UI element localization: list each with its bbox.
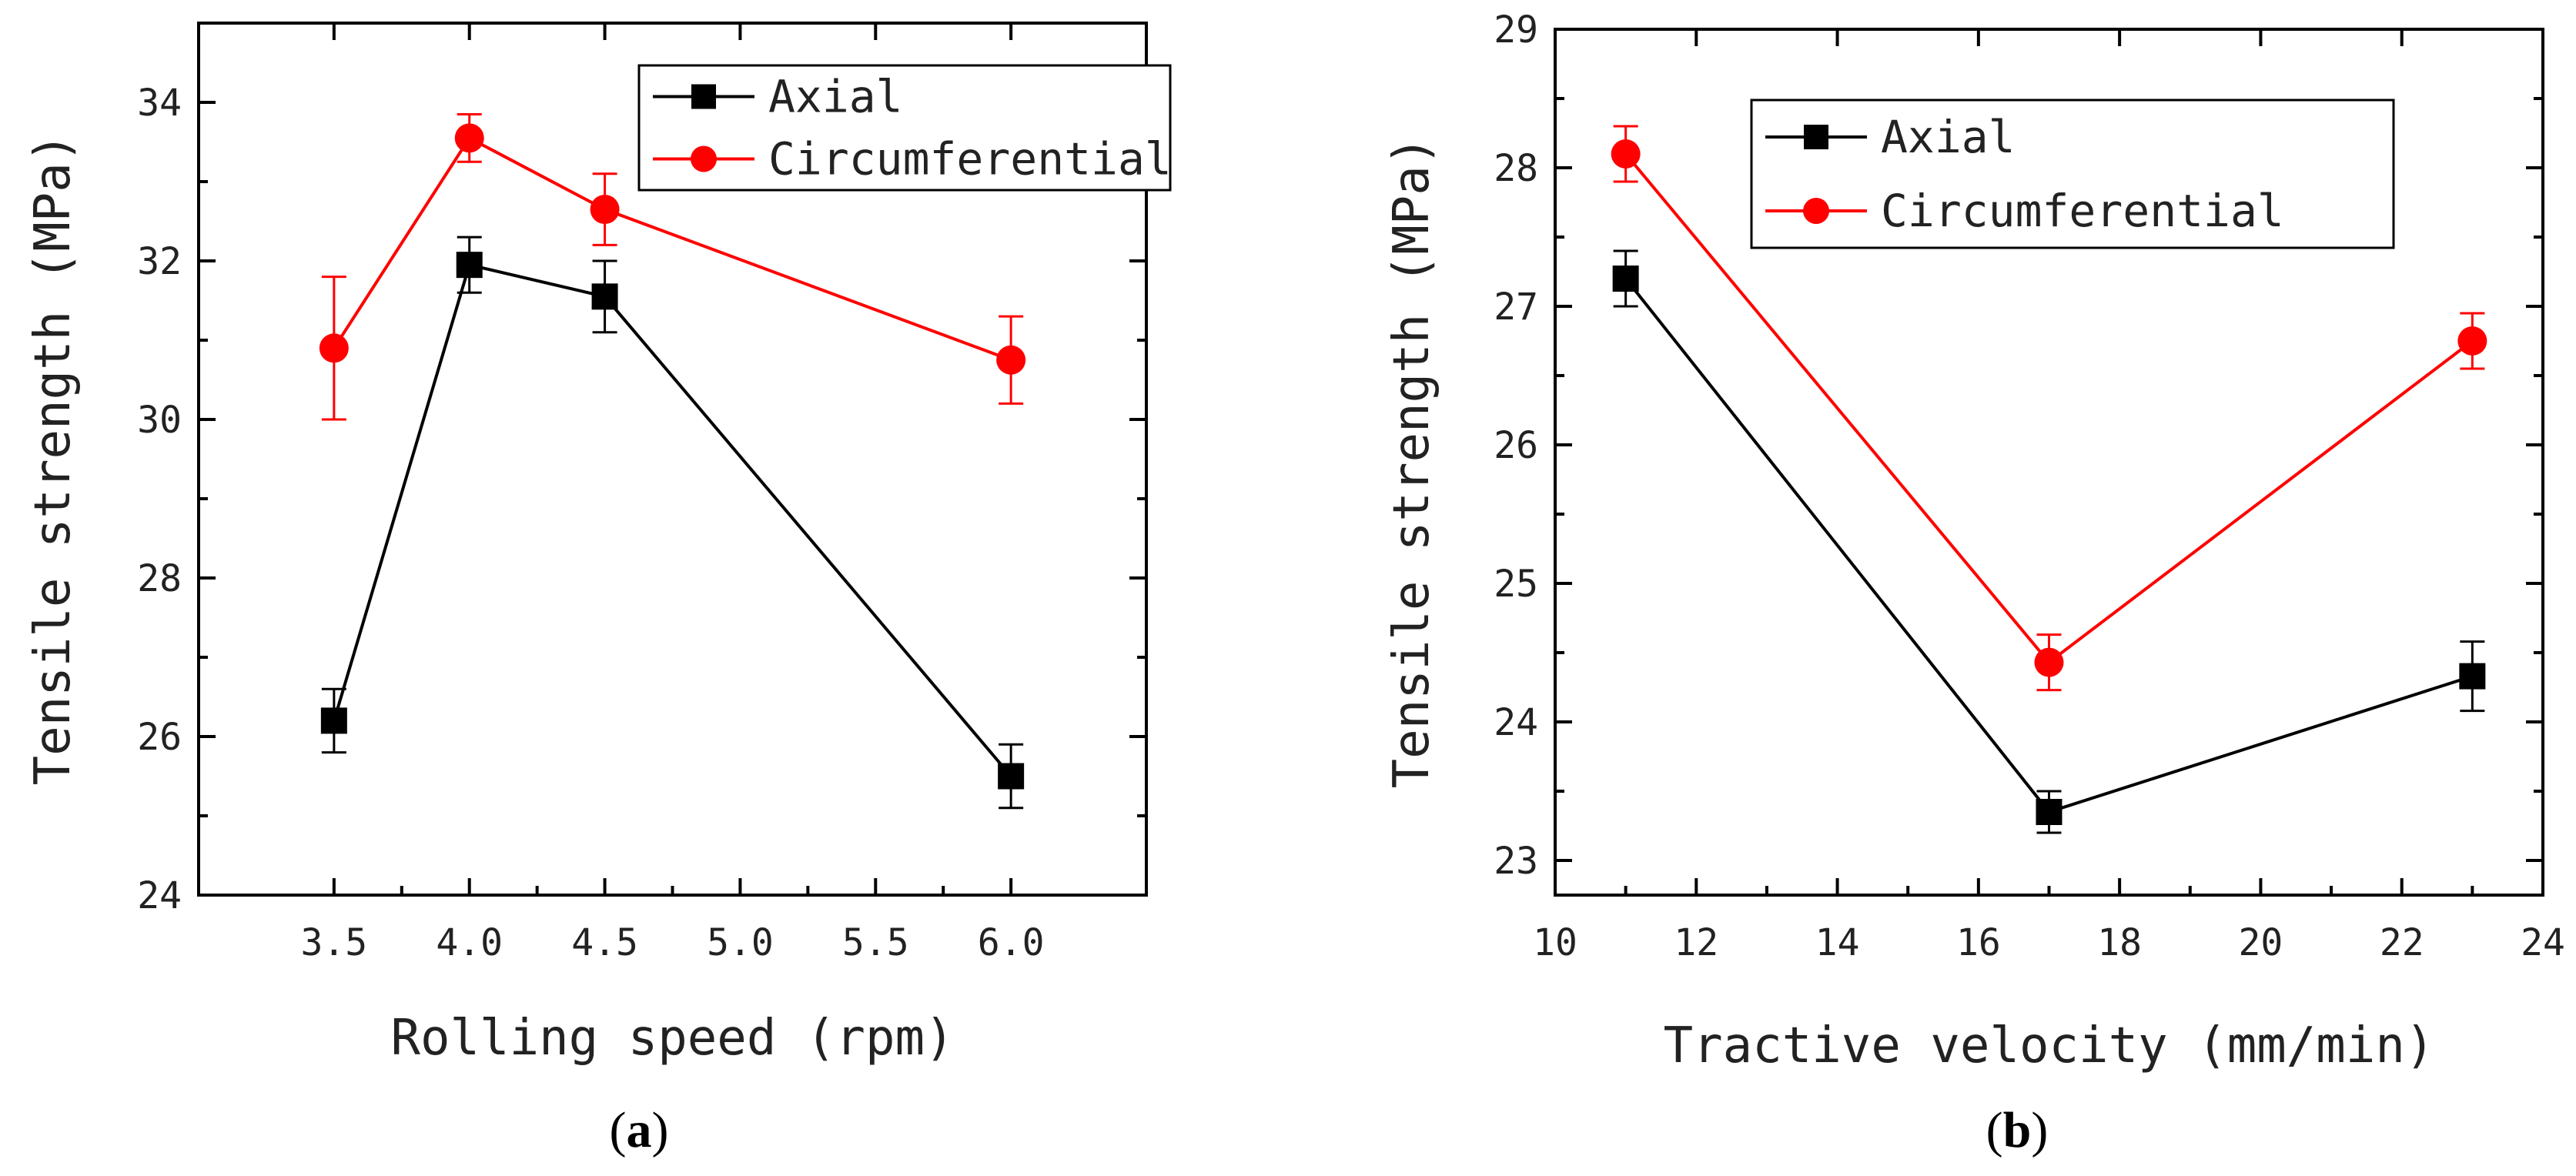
legend-marker-circle xyxy=(691,145,717,172)
legend-label: Axial xyxy=(1881,111,2016,163)
data-point-circle xyxy=(1611,139,1641,169)
y-tick-label: 28 xyxy=(1494,147,1538,190)
chart-panel-b: 10 12 14 16 18 20 22 24 23 24 25 26 27 28 29 Tractive v… xyxy=(1383,8,2565,1158)
y-tick-label: 24 xyxy=(1494,701,1538,744)
legend-marker-square xyxy=(1804,125,1828,149)
y-tick-label: 34 xyxy=(137,82,182,125)
data-point-circle xyxy=(590,195,620,225)
y-axis-title: Tensile strength (MPa) xyxy=(25,133,82,786)
data-point-square xyxy=(2459,663,2486,690)
x-tick-label: 16 xyxy=(1956,921,2001,964)
y-tick-label: 26 xyxy=(137,716,182,759)
x-tick-label: 22 xyxy=(2380,921,2424,964)
data-point-square xyxy=(320,707,347,734)
legend-box xyxy=(637,64,1172,192)
y-tick-label: 32 xyxy=(137,240,182,283)
legend: Axial Circumferential xyxy=(1750,99,2395,249)
legend-label: Circumferential xyxy=(1881,185,2284,237)
y-tick-label: 24 xyxy=(137,874,182,917)
panel-label-letter: b xyxy=(2003,1102,2032,1158)
x-tick-label: 5.0 xyxy=(707,921,774,964)
y-tick-label: 28 xyxy=(137,557,182,600)
y-tick-label: 27 xyxy=(1494,286,1538,329)
data-point-circle xyxy=(319,333,349,363)
panel-label: (a) xyxy=(610,1102,669,1158)
series-circumferential xyxy=(1611,125,2487,692)
legend-label: Circumferential xyxy=(768,133,1172,185)
panel-label-close: ) xyxy=(2031,1102,2048,1158)
x-tick-label: 10 xyxy=(1533,921,1577,964)
y-tick-label: 29 xyxy=(1494,8,1538,52)
x-tick-label: 18 xyxy=(2097,921,2142,964)
series-axial xyxy=(320,236,1025,810)
data-point-circle xyxy=(454,123,484,153)
series-line xyxy=(332,262,1012,777)
y-axis-title: Tensile strength (MPa) xyxy=(1383,136,1440,789)
legend: Axial Circumferential xyxy=(637,64,1172,192)
x-tick-label: 4.5 xyxy=(571,921,638,964)
series-circumferential xyxy=(319,112,1026,421)
y-tick-label: 30 xyxy=(137,399,182,442)
series-line xyxy=(1624,277,2473,814)
series-axial xyxy=(1612,249,2486,834)
x-tick-label: 3.5 xyxy=(301,921,368,964)
x-tick-label: 20 xyxy=(2239,921,2283,964)
chart-panel-a: 3.5 4.0 4.5 5.0 5.5 6.0 24 26 28 30 32 34 Rolling sp… xyxy=(25,22,1172,1158)
legend-label: Axial xyxy=(768,71,903,123)
series-line xyxy=(333,135,1012,362)
data-point-square xyxy=(998,763,1025,790)
y-tick-label: 25 xyxy=(1494,563,1538,606)
legend-box xyxy=(1750,99,2395,249)
x-tick-label: 14 xyxy=(1815,921,1860,964)
panel-label-letter: a xyxy=(627,1102,652,1158)
data-point-circle xyxy=(2457,326,2487,356)
data-point-circle xyxy=(2034,647,2064,677)
legend-marker-square xyxy=(691,84,716,109)
panel-label-open: ( xyxy=(610,1102,627,1158)
x-tick-label: 6.0 xyxy=(978,921,1045,964)
data-point-square xyxy=(2036,799,2062,825)
legend-marker-circle xyxy=(1803,198,1829,224)
x-axis-title: Rolling speed (rpm) xyxy=(390,1010,954,1067)
panel-label-open: ( xyxy=(1986,1102,2003,1158)
panel-label: (b) xyxy=(1986,1102,2049,1158)
data-point-square xyxy=(591,283,618,310)
x-tick-label: 4.0 xyxy=(436,921,503,964)
x-tick-label: 12 xyxy=(1674,921,1718,964)
data-point-square xyxy=(1612,266,1639,292)
x-tick-label: 5.5 xyxy=(842,921,909,964)
x-axis-title: Tractive velocity (mm/min) xyxy=(1664,1017,2435,1074)
panel-label-close: ) xyxy=(652,1102,669,1158)
y-tick-label: 23 xyxy=(1494,840,1538,883)
data-point-square xyxy=(456,252,483,279)
data-point-circle xyxy=(996,345,1026,375)
y-tick-label: 26 xyxy=(1494,424,1538,467)
x-tick-label: 24 xyxy=(2521,921,2565,964)
